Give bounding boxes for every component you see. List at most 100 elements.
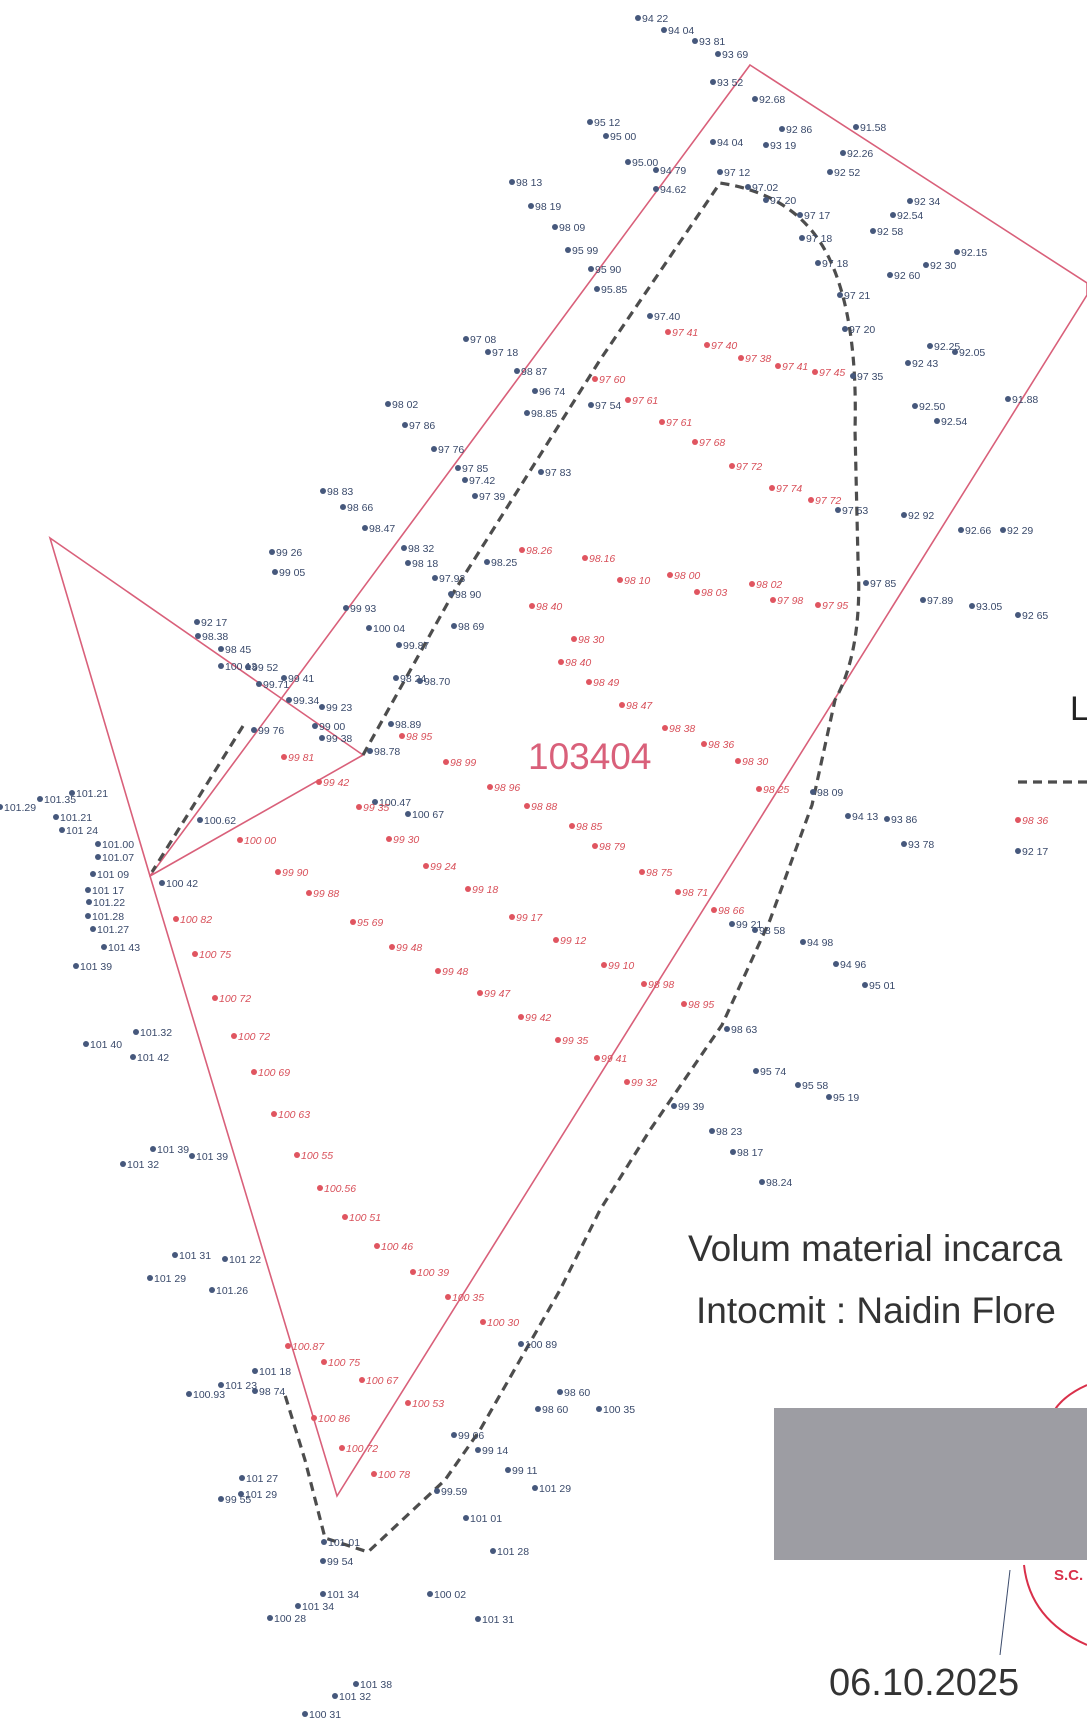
blue-point-marker bbox=[887, 272, 893, 278]
blue-point-marker bbox=[401, 545, 407, 551]
blue-point-elevation: 97 53 bbox=[842, 505, 868, 517]
red-point-elevation: 100.56 bbox=[324, 1183, 356, 1195]
legend-heading-letter: L bbox=[1070, 690, 1087, 728]
blue-point-elevation: 97 08 bbox=[470, 334, 496, 346]
blue-point-elevation: 101 39 bbox=[80, 961, 112, 973]
excavation-outline-west bbox=[150, 725, 245, 873]
blue-point-elevation: 98 58 bbox=[759, 925, 785, 937]
blue-point-elevation: 97.93 bbox=[439, 573, 465, 585]
blue-point-elevation: 97 35 bbox=[857, 371, 883, 383]
excavation-outline bbox=[283, 181, 861, 1554]
red-point-elevation: 100 46 bbox=[381, 1241, 413, 1253]
blue-point-elevation: 99 21 bbox=[736, 919, 762, 931]
red-point-marker bbox=[639, 869, 645, 875]
blue-point-elevation: 93 69 bbox=[722, 49, 748, 61]
blue-point-marker bbox=[362, 525, 368, 531]
blue-point-marker bbox=[952, 349, 958, 355]
red-point-marker bbox=[231, 1033, 237, 1039]
blue-point-marker bbox=[753, 1068, 759, 1074]
blue-point-elevation: 97 12 bbox=[724, 167, 750, 179]
blue-point-marker bbox=[332, 1693, 338, 1699]
blue-point-marker bbox=[86, 899, 92, 905]
red-point-marker bbox=[423, 863, 429, 869]
blue-point-marker bbox=[927, 343, 933, 349]
blue-point-elevation: 99 06 bbox=[458, 1430, 484, 1442]
red-point-elevation: 100 51 bbox=[349, 1212, 381, 1224]
blue-point-marker bbox=[1005, 396, 1011, 402]
blue-point-elevation: 92 17 bbox=[201, 617, 227, 629]
blue-point-marker bbox=[73, 963, 79, 969]
blue-point-marker bbox=[954, 249, 960, 255]
blue-point-marker bbox=[625, 159, 631, 165]
blue-point-elevation: 91.58 bbox=[860, 122, 886, 134]
blue-point-marker bbox=[603, 133, 609, 139]
blue-point-elevation: 95 90 bbox=[595, 264, 621, 276]
blue-point-marker bbox=[884, 816, 890, 822]
blue-point-elevation: 97 20 bbox=[770, 195, 796, 207]
blue-point-elevation: 92.54 bbox=[941, 416, 967, 428]
red-point-elevation: 98 75 bbox=[646, 867, 672, 879]
blue-point-elevation: 101 34 bbox=[327, 1589, 359, 1601]
blue-point-marker bbox=[312, 723, 318, 729]
blue-point-marker bbox=[588, 266, 594, 272]
blue-point-elevation: 95 00 bbox=[610, 131, 636, 143]
red-point-elevation: 100 72 bbox=[346, 1443, 378, 1455]
blue-point-marker bbox=[90, 871, 96, 877]
red-point-elevation: 99 30 bbox=[393, 834, 419, 846]
red-point-marker bbox=[681, 1001, 687, 1007]
blue-point-elevation: 97.40 bbox=[654, 311, 680, 323]
blue-point-marker bbox=[133, 1029, 139, 1035]
red-point-elevation: 98 95 bbox=[406, 731, 432, 743]
blue-point-marker bbox=[842, 326, 848, 332]
red-point-elevation: 98 85 bbox=[576, 821, 602, 833]
red-point-marker bbox=[555, 1037, 561, 1043]
blue-point-elevation: 99.59 bbox=[441, 1486, 467, 1498]
blue-point-elevation: 92.66 bbox=[965, 525, 991, 537]
red-point-marker bbox=[694, 589, 700, 595]
blue-point-marker bbox=[538, 469, 544, 475]
red-point-elevation: 99 42 bbox=[323, 777, 349, 789]
red-point-marker bbox=[342, 1214, 348, 1220]
red-point-marker bbox=[271, 1111, 277, 1117]
red-point-elevation: 98 03 bbox=[701, 587, 727, 599]
blue-point-marker bbox=[321, 1539, 327, 1545]
blue-point-elevation: 98.25 bbox=[491, 557, 517, 569]
blue-point-elevation: 98.78 bbox=[374, 746, 400, 758]
blue-point-elevation: 92.68 bbox=[759, 94, 785, 106]
blue-point-elevation: 99 14 bbox=[482, 1445, 508, 1457]
blue-point-marker bbox=[197, 817, 203, 823]
blue-point-marker bbox=[671, 1103, 677, 1109]
blue-point-marker bbox=[451, 1432, 457, 1438]
blue-point-elevation: 93.05 bbox=[976, 601, 1002, 613]
blue-point-elevation: 91.88 bbox=[1012, 394, 1038, 406]
red-point-marker bbox=[529, 603, 535, 609]
blue-point-marker bbox=[890, 212, 896, 218]
blue-point-marker bbox=[535, 1406, 541, 1412]
blue-point-elevation: 94 22 bbox=[642, 13, 668, 25]
blue-point-marker bbox=[907, 198, 913, 204]
red-point-marker bbox=[173, 916, 179, 922]
blue-point-elevation: 101 29 bbox=[245, 1489, 277, 1501]
blue-point-marker bbox=[272, 569, 278, 575]
blue-point-elevation: 99 38 bbox=[326, 733, 352, 745]
red-point-elevation: 100 30 bbox=[487, 1317, 519, 1329]
blue-point-marker bbox=[759, 1179, 765, 1185]
red-point-elevation: 99 48 bbox=[442, 966, 468, 978]
red-point-marker bbox=[769, 485, 775, 491]
blue-point-marker bbox=[218, 663, 224, 669]
blue-point-elevation: 101 01 bbox=[470, 1513, 502, 1525]
blue-point-elevation: 94 96 bbox=[840, 959, 866, 971]
red-points-layer: 97 41 97 40 97 38 97 41 97 45 97 60 97 61 97 61… bbox=[173, 327, 848, 1481]
red-point-marker bbox=[553, 937, 559, 943]
blue-point-elevation: 101 29 bbox=[154, 1273, 186, 1285]
red-point-elevation: 98 49 bbox=[593, 677, 619, 689]
blue-point-elevation: 101.00 bbox=[102, 839, 134, 851]
red-point-marker bbox=[641, 981, 647, 987]
blue-point-elevation: 92 43 bbox=[912, 358, 938, 370]
blue-point-marker bbox=[130, 1054, 136, 1060]
red-point-marker bbox=[665, 329, 671, 335]
blue-point-elevation: 98 66 bbox=[347, 502, 373, 514]
blue-point-marker bbox=[730, 1149, 736, 1155]
